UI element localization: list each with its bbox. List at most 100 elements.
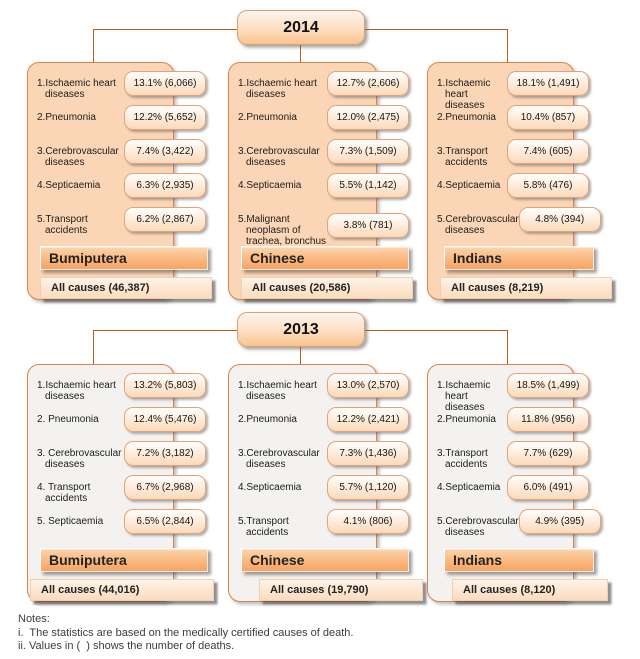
- all-causes-bar: All causes (46,387): [40, 277, 212, 299]
- cause-row: 2.Pneumonia 12.0% (2,475): [229, 105, 409, 139]
- cause-label: 1.Ischaemic heart diseases: [37, 380, 116, 402]
- cause-row: 3.Transport accidents 7.7% (629): [428, 441, 589, 475]
- cause-row: 5.Transport accidents 4.1% (806): [229, 509, 409, 543]
- cause-list: 1.Ischaemic heart diseases 18.1% (1,491)…: [428, 63, 601, 241]
- cause-label: 3.Cerebrovascular diseases: [238, 146, 320, 168]
- all-causes-bar: All causes (44,016): [30, 579, 214, 601]
- cause-row: 4.Septicaemia 6.0% (491): [428, 475, 589, 509]
- cause-value-bubble: 7.2% (3,182): [124, 441, 206, 466]
- cause-row: 2. Pneumonia 12.4% (5,476): [28, 407, 206, 441]
- notes-title: Notes:: [18, 613, 50, 625]
- all-causes-bar: All causes (20,586): [241, 277, 413, 299]
- notes-section: Notes: i. The statistics are based on th…: [18, 613, 353, 654]
- cause-label: 2.Pneumonia: [238, 414, 297, 425]
- cause-label: 3.Transport accidents: [437, 146, 488, 168]
- cause-label: 4. Transport accidents: [37, 482, 91, 504]
- cause-row: 2.Pneumonia 10.4% (857): [428, 105, 589, 139]
- cause-label: 4.Septicaemia: [437, 180, 501, 191]
- cause-value-bubble: 6.5% (2,844): [124, 509, 206, 534]
- cause-label: 5. Septicaemia: [37, 516, 104, 527]
- cause-row: 1.Ischaemic heart diseases 13.1% (6,066): [28, 71, 206, 105]
- cause-row: 3.Cerebrovascular diseases 7.4% (3,422): [28, 139, 206, 173]
- connector-line: [364, 29, 508, 30]
- cause-label: 2. Pneumonia: [37, 414, 99, 425]
- cause-value-bubble: 6.3% (2,935): [124, 173, 206, 198]
- connector-line: [507, 330, 508, 364]
- cause-label: 5.Cerebrovascular diseases: [437, 214, 519, 236]
- cause-row: 2.Pneumonia 11.8% (956): [428, 407, 589, 441]
- panel-indians-2014: 1.Ischaemic heart diseases 18.1% (1,491)…: [427, 62, 612, 300]
- connector-line: [300, 345, 301, 364]
- cause-row: 5.Cerebrovascular diseases 4.8% (394): [428, 207, 601, 241]
- cause-label: 3.Transport accidents: [437, 448, 488, 470]
- group-name-bar: Bumiputera: [40, 548, 208, 572]
- cause-row: 4.Septicaemia 5.5% (1,142): [229, 173, 409, 207]
- panel-chinese-2014: 1.Ischaemic heart diseases 12.7% (2,606)…: [228, 62, 413, 300]
- cause-row: 1.Ischaemic heart diseases 18.1% (1,491): [428, 71, 589, 111]
- cause-value-bubble: 4.1% (806): [327, 509, 409, 534]
- cause-row: 1.Ischaemic heart diseases 18.5% (1,499): [428, 373, 589, 413]
- cause-value-bubble: 18.5% (1,499): [507, 373, 589, 398]
- cause-value-bubble: 18.1% (1,491): [507, 71, 589, 96]
- group-name-bar: Indians: [444, 246, 594, 270]
- cause-value-bubble: 5.7% (1,120): [327, 475, 409, 500]
- cause-row: 3.Cerebrovascular diseases 7.3% (1,509): [229, 139, 409, 173]
- cause-row: 1.Ischaemic heart diseases 13.2% (5,803): [28, 373, 206, 407]
- connector-line: [93, 330, 94, 364]
- year-node-2013: 2013: [237, 312, 365, 347]
- cause-value-bubble: 7.3% (1,509): [327, 139, 409, 164]
- cause-label: 5.Transport accidents: [238, 516, 289, 538]
- cause-label: 4.Septicaemia: [437, 482, 501, 493]
- cause-label: 1.Ischaemic heart diseases: [238, 380, 317, 402]
- all-causes-bar: All causes (8,219): [440, 277, 612, 299]
- cause-label: 5.Cerebrovascular diseases: [437, 516, 519, 538]
- year-node-2014: 2014: [237, 10, 365, 45]
- cause-value-bubble: 4.9% (395): [518, 509, 601, 534]
- cause-value-bubble: 3.8% (781): [327, 213, 409, 238]
- cause-label: 1.Ischaemic heart diseases: [37, 78, 116, 100]
- cause-list: 1.Ischaemic heart diseases 18.5% (1,499)…: [428, 365, 601, 543]
- cause-row: 2.Pneumonia 12.2% (2,421): [229, 407, 409, 441]
- cause-value-bubble: 10.4% (857): [507, 105, 589, 130]
- cause-value-bubble: 13.1% (6,066): [124, 71, 206, 96]
- panel-chinese-2013: 1.Ischaemic heart diseases 13.0% (2,570)…: [228, 364, 423, 602]
- cause-label: 3. Cerebrovascular diseases: [37, 448, 122, 470]
- cause-row: 3.Cerebrovascular diseases 7.3% (1,436): [229, 441, 409, 475]
- cause-list: 1.Ischaemic heart diseases 13.0% (2,570)…: [229, 365, 409, 543]
- cause-value-bubble: 13.0% (2,570): [327, 373, 409, 398]
- cause-label: 3.Cerebrovascular diseases: [238, 448, 320, 470]
- cause-list: 1.Ischaemic heart diseases 12.7% (2,606)…: [229, 63, 409, 258]
- cause-value-bubble: 4.8% (394): [518, 207, 601, 232]
- cause-label: 2.Pneumonia: [238, 112, 297, 123]
- cause-label: 2.Pneumonia: [437, 414, 496, 425]
- cause-label: 1.Ischaemic heart diseases: [437, 380, 491, 413]
- cause-list: 1.Ischaemic heart diseases 13.2% (5,803)…: [28, 365, 206, 543]
- connector-line: [93, 29, 94, 62]
- cause-value-bubble: 6.0% (491): [507, 475, 589, 500]
- cause-value-bubble: 7.4% (605): [507, 139, 589, 164]
- panel-indians-2013: 1.Ischaemic heart diseases 18.5% (1,499)…: [427, 364, 608, 602]
- cause-value-bubble: 6.2% (2,867): [124, 207, 206, 232]
- all-causes-bar: All causes (8,120): [452, 579, 608, 601]
- cause-label: 3.Cerebrovascular diseases: [37, 146, 119, 168]
- cause-list: 1.Ischaemic heart diseases 13.1% (6,066)…: [28, 63, 206, 241]
- cause-row: 1.Ischaemic heart diseases 12.7% (2,606): [229, 71, 409, 105]
- cause-row: 5. Septicaemia 6.5% (2,844): [28, 509, 206, 543]
- cause-value-bubble: 12.2% (2,421): [327, 407, 409, 432]
- connector-line: [507, 29, 508, 62]
- cause-row: 2.Pneumonia 12.2% (5,652): [28, 105, 206, 139]
- connector-line: [300, 43, 301, 62]
- connector-line: [93, 330, 238, 331]
- cause-value-bubble: 12.0% (2,475): [327, 105, 409, 130]
- cause-row: 3.Transport accidents 7.4% (605): [428, 139, 589, 173]
- cause-label: 2.Pneumonia: [437, 112, 496, 123]
- cause-label: 4.Septicaemia: [37, 180, 101, 191]
- group-name-bar: Bumiputera: [40, 246, 208, 270]
- cause-label: 4.Septicaemia: [238, 482, 302, 493]
- cause-value-bubble: 11.8% (956): [507, 407, 589, 432]
- cause-value-bubble: 7.3% (1,436): [327, 441, 409, 466]
- cause-value-bubble: 12.4% (5,476): [124, 407, 206, 432]
- all-causes-bar: All causes (19,790): [259, 579, 423, 601]
- cause-row: 5.Cerebrovascular diseases 4.9% (395): [428, 509, 601, 543]
